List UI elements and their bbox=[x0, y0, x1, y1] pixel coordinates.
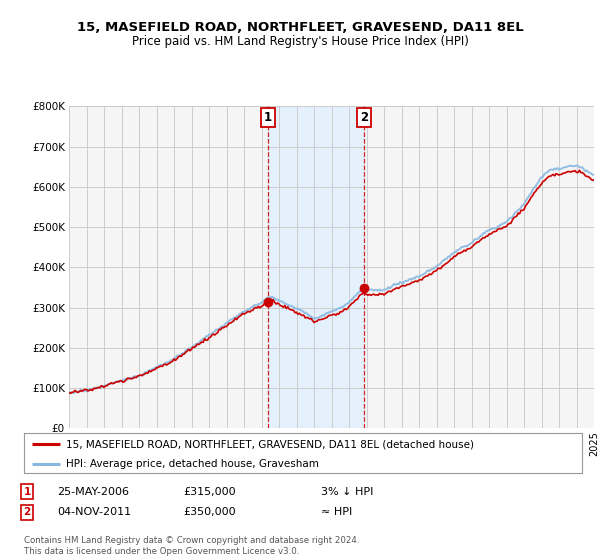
Text: 2: 2 bbox=[23, 507, 31, 517]
Text: 2: 2 bbox=[359, 111, 368, 124]
Text: ≈ HPI: ≈ HPI bbox=[321, 507, 352, 517]
Text: HPI: Average price, detached house, Gravesham: HPI: Average price, detached house, Grav… bbox=[66, 459, 319, 469]
Text: 25-MAY-2006: 25-MAY-2006 bbox=[57, 487, 129, 497]
Text: £315,000: £315,000 bbox=[183, 487, 236, 497]
Text: Contains HM Land Registry data © Crown copyright and database right 2024.
This d: Contains HM Land Registry data © Crown c… bbox=[24, 536, 359, 556]
Text: 3% ↓ HPI: 3% ↓ HPI bbox=[321, 487, 373, 497]
Text: £350,000: £350,000 bbox=[183, 507, 236, 517]
Text: Price paid vs. HM Land Registry's House Price Index (HPI): Price paid vs. HM Land Registry's House … bbox=[131, 35, 469, 48]
Text: 04-NOV-2011: 04-NOV-2011 bbox=[57, 507, 131, 517]
Text: 1: 1 bbox=[23, 487, 31, 497]
Text: 15, MASEFIELD ROAD, NORTHFLEET, GRAVESEND, DA11 8EL (detached house): 15, MASEFIELD ROAD, NORTHFLEET, GRAVESEN… bbox=[66, 439, 474, 449]
Bar bbox=[268, 106, 364, 428]
Text: 1: 1 bbox=[264, 111, 272, 124]
Text: 15, MASEFIELD ROAD, NORTHFLEET, GRAVESEND, DA11 8EL: 15, MASEFIELD ROAD, NORTHFLEET, GRAVESEN… bbox=[77, 21, 523, 34]
